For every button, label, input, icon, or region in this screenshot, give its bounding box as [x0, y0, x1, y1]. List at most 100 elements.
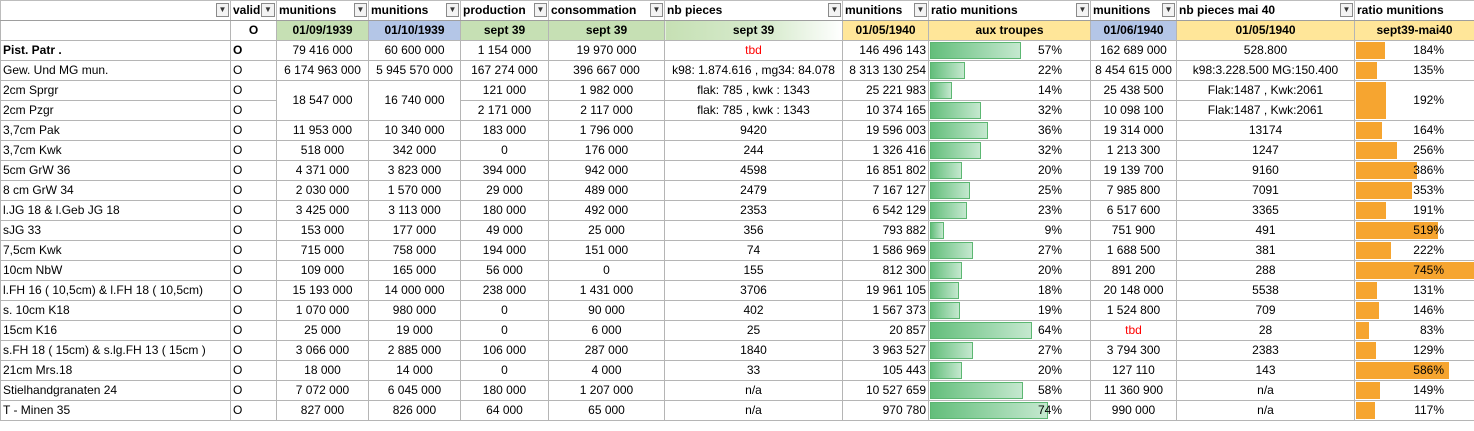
filter-dropdown-icon[interactable]: [828, 3, 841, 17]
cell[interactable]: 16 851 802: [842, 160, 929, 181]
cell[interactable]: 6 542 129: [842, 200, 929, 221]
cell[interactable]: 146 496 143: [842, 40, 929, 61]
column-header[interactable]: nb pieces: [664, 0, 843, 21]
ratio-databar-cell[interactable]: 9%: [928, 220, 1091, 241]
cell[interactable]: 288: [1176, 260, 1355, 281]
cell[interactable]: 25 221 983: [842, 80, 929, 101]
column-header[interactable]: munitions: [368, 0, 461, 21]
subheader-cell[interactable]: 01/09/1939: [276, 20, 369, 41]
cell[interactable]: 394 000: [460, 160, 549, 181]
cell[interactable]: 4 000: [548, 360, 665, 381]
ratio-databar-cell[interactable]: 23%: [928, 200, 1091, 221]
cell[interactable]: 56 000: [460, 260, 549, 281]
column-header[interactable]: consommation: [548, 0, 665, 21]
cell[interactable]: 244: [664, 140, 843, 161]
cell[interactable]: 1 570 000: [368, 180, 461, 201]
cell[interactable]: 19 314 000: [1090, 120, 1177, 141]
ratio2-databar-cell[interactable]: 386%: [1354, 160, 1474, 181]
cell[interactable]: 342 000: [368, 140, 461, 161]
cell[interactable]: 90 000: [548, 300, 665, 321]
cell[interactable]: 402: [664, 300, 843, 321]
ratio-databar-cell[interactable]: 19%: [928, 300, 1091, 321]
cell[interactable]: 15 193 000: [276, 280, 369, 301]
cell[interactable]: 1 688 500: [1090, 240, 1177, 261]
cell[interactable]: 1 213 300: [1090, 140, 1177, 161]
cell[interactable]: 6 517 600: [1090, 200, 1177, 221]
column-header[interactable]: production: [460, 0, 549, 21]
cell[interactable]: 715 000: [276, 240, 369, 261]
cell[interactable]: 183 000: [460, 120, 549, 141]
cell[interactable]: 14 000 000: [368, 280, 461, 301]
cell[interactable]: 1 070 000: [276, 300, 369, 321]
ratio-databar-cell[interactable]: 18%: [928, 280, 1091, 301]
cell[interactable]: 970 780: [842, 400, 929, 421]
cell[interactable]: 6 000: [548, 320, 665, 341]
ratio2-databar-cell[interactable]: 164%: [1354, 120, 1474, 141]
valid-cell[interactable]: O: [230, 200, 277, 221]
ratio-databar-cell[interactable]: 64%: [928, 320, 1091, 341]
ratio2-databar-cell[interactable]: 192%: [1354, 80, 1474, 121]
column-header[interactable]: munitions: [842, 0, 929, 21]
row-label[interactable]: T - Minen 35: [0, 400, 231, 421]
valid-cell[interactable]: O: [230, 140, 277, 161]
ratio2-databar-cell[interactable]: 353%: [1354, 180, 1474, 201]
cell[interactable]: 177 000: [368, 220, 461, 241]
cell[interactable]: 162 689 000: [1090, 40, 1177, 61]
cell[interactable]: 11 360 900: [1090, 380, 1177, 401]
cell[interactable]: flak: 785 , kwk : 1343: [664, 100, 843, 121]
cell[interactable]: 2 117 000: [548, 100, 665, 121]
cell[interactable]: 3365: [1176, 200, 1355, 221]
ratio-databar-cell[interactable]: 74%: [928, 400, 1091, 421]
cell[interactable]: 121 000: [460, 80, 549, 101]
cell[interactable]: flak: 785 , kwk : 1343: [664, 80, 843, 101]
cell[interactable]: 4 371 000: [276, 160, 369, 181]
cell[interactable]: 18 000: [276, 360, 369, 381]
cell[interactable]: 793 882: [842, 220, 929, 241]
cell[interactable]: 1 982 000: [548, 80, 665, 101]
valid-cell[interactable]: O: [230, 280, 277, 301]
ratio2-databar-cell[interactable]: 191%: [1354, 200, 1474, 221]
cell[interactable]: Flak:1487 , Kwk:2061: [1176, 80, 1355, 101]
ratio2-databar-cell[interactable]: 146%: [1354, 300, 1474, 321]
cell[interactable]: 11 953 000: [276, 120, 369, 141]
cell[interactable]: 1840: [664, 340, 843, 361]
cell[interactable]: 176 000: [548, 140, 665, 161]
cell[interactable]: 0: [460, 320, 549, 341]
filter-active-icon[interactable]: [261, 3, 275, 17]
row-label[interactable]: 2cm Sprgr: [0, 80, 231, 101]
ratio2-databar-cell[interactable]: 149%: [1354, 380, 1474, 401]
cell[interactable]: 1247: [1176, 140, 1355, 161]
cell[interactable]: 1 567 373: [842, 300, 929, 321]
cell[interactable]: 74: [664, 240, 843, 261]
subheader-cell[interactable]: 01/10/1939: [368, 20, 461, 41]
valid-cell[interactable]: O: [230, 60, 277, 81]
filter-dropdown-icon[interactable]: [216, 3, 229, 17]
cell[interactable]: 19 596 003: [842, 120, 929, 141]
cell[interactable]: 60 600 000: [368, 40, 461, 61]
cell[interactable]: 13174: [1176, 120, 1355, 141]
ratio-databar-cell[interactable]: 36%: [928, 120, 1091, 141]
filter-dropdown-icon[interactable]: [446, 3, 459, 17]
cell[interactable]: 942 000: [548, 160, 665, 181]
cell[interactable]: 19 961 105: [842, 280, 929, 301]
cell[interactable]: 1 326 416: [842, 140, 929, 161]
cell[interactable]: 65 000: [548, 400, 665, 421]
valid-cell[interactable]: O: [230, 80, 277, 101]
cell[interactable]: n/a: [1176, 380, 1355, 401]
ratio-databar-cell[interactable]: 20%: [928, 360, 1091, 381]
cell[interactable]: 0: [460, 300, 549, 321]
row-label[interactable]: sJG 33: [0, 220, 231, 241]
cell[interactable]: 518 000: [276, 140, 369, 161]
valid-cell[interactable]: O: [230, 300, 277, 321]
valid-cell[interactable]: O: [230, 400, 277, 421]
cell[interactable]: 25 438 500: [1090, 80, 1177, 101]
row-label[interactable]: 7,5cm Kwk: [0, 240, 231, 261]
row-label[interactable]: 15cm K16: [0, 320, 231, 341]
valid-cell[interactable]: O: [230, 360, 277, 381]
cell[interactable]: 10 098 100: [1090, 100, 1177, 121]
valid-cell[interactable]: O: [230, 40, 277, 61]
cell[interactable]: Flak:1487 , Kwk:2061: [1176, 100, 1355, 121]
cell[interactable]: 194 000: [460, 240, 549, 261]
cell[interactable]: 180 000: [460, 380, 549, 401]
column-header[interactable]: ratio munitions: [928, 0, 1091, 21]
